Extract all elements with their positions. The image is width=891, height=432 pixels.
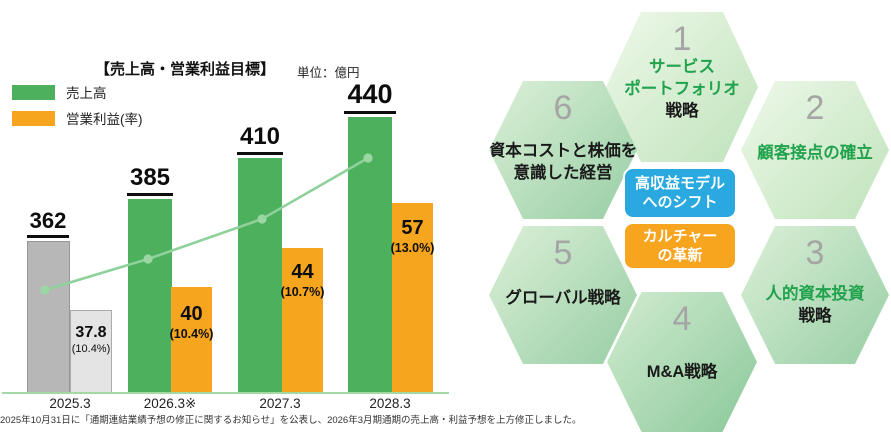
- revenue-value-2025: 362: [13, 208, 83, 238]
- profit-bar-2026: [171, 287, 212, 393]
- profit-label-2026: 40 (10.4%): [169, 303, 214, 341]
- revenue-value-2026: 385: [115, 164, 185, 196]
- hexagon-4-label: M&A戦略: [646, 363, 718, 381]
- x-tick-2025: 2025.3: [49, 396, 91, 411]
- hexagon-2-number: 2: [805, 89, 825, 127]
- revenue-bar-2027: [238, 158, 282, 393]
- hexagon-2-customer-contact: 2 顧客接点の確立: [741, 81, 889, 219]
- chart-unit-label: 単位：億円: [297, 66, 360, 80]
- revenue-bar-2025: [27, 241, 70, 393]
- revenue-value-2027: 410: [225, 123, 295, 155]
- hexagon-1-label: サービス ポートフォリオ 戦略: [624, 58, 740, 120]
- hexagon-3-label: 人的資本投資 戦略: [765, 285, 865, 325]
- hexagon-5-label: グローバル戦略: [505, 289, 621, 307]
- hexagon-4-number: 4: [672, 300, 692, 338]
- hexagon-2-label: 顧客接点の確立: [757, 144, 873, 162]
- x-tick-2028: 2028.3: [369, 396, 411, 411]
- hexagon-6-number: 6: [553, 89, 573, 127]
- profit-label-2025: 37.8 (10.4%): [71, 324, 111, 356]
- profit-label-2028: 57 (13.0%): [390, 217, 435, 255]
- legend-label-profit: 営業利益(率): [66, 112, 143, 127]
- profit-bar-2028: [392, 203, 433, 393]
- x-tick-2027: 2027.3: [259, 396, 301, 411]
- legend-item-revenue: 売上高: [12, 84, 143, 101]
- x-tick-2026: 2026.3※: [143, 396, 197, 411]
- strategy-hexagon-diagram: 1 サービス ポートフォリオ 戦略 2 顧客接点の確立 6 資本コストと株価を …: [480, 0, 891, 432]
- revenue-color-swatch: [12, 84, 55, 100]
- hexagon-5-number: 5: [553, 234, 573, 272]
- revenue-bar-2026: [128, 199, 172, 393]
- chart-title: 【売上高・営業利益目標】: [94, 61, 275, 78]
- profit-label-2027: 44 (10.7%): [280, 261, 325, 299]
- revenue-value-2028: 440: [335, 79, 405, 114]
- chart-footnote: 2025年10月31日に「通期連結業績予想の修正に関するお知らせ」を公表し、20…: [0, 415, 582, 426]
- profit-color-swatch: [12, 110, 55, 126]
- center-box-high-profit-model: 高収益モデル へのシフト: [623, 167, 737, 219]
- legend-item-profit: 営業利益(率): [12, 110, 143, 127]
- hexagon-3-human-capital: 3 人的資本投資 戦略: [741, 226, 889, 364]
- hexagon-1-number: 1: [672, 20, 692, 58]
- hexagon-6-label: 資本コストと株価を 意識した経営: [488, 142, 638, 182]
- hexagon-3-number: 3: [805, 234, 825, 272]
- hexagon-6-capital-cost: 6 資本コストと株価を 意識した経営: [489, 81, 637, 219]
- hexagon-4-ma-strategy: 4 M&A戦略: [607, 292, 757, 432]
- x-axis-line: [2, 392, 449, 394]
- revenue-bar-2028: [348, 117, 392, 393]
- legend-label-revenue: 売上高: [66, 86, 107, 101]
- hexagon-5-global-strategy: 5 グローバル戦略: [489, 226, 637, 364]
- hexagon-1-service-portfolio: 1 サービス ポートフォリオ 戦略: [606, 12, 758, 162]
- center-box-culture-innovation: カルチャー の革新: [623, 222, 737, 270]
- revenue-profit-chart: 【売上高・営業利益目標】 単位：億円 売上高 営業利益(率) 362 385 4…: [0, 61, 582, 426]
- chart-legend: 売上高 営業利益(率): [12, 84, 143, 136]
